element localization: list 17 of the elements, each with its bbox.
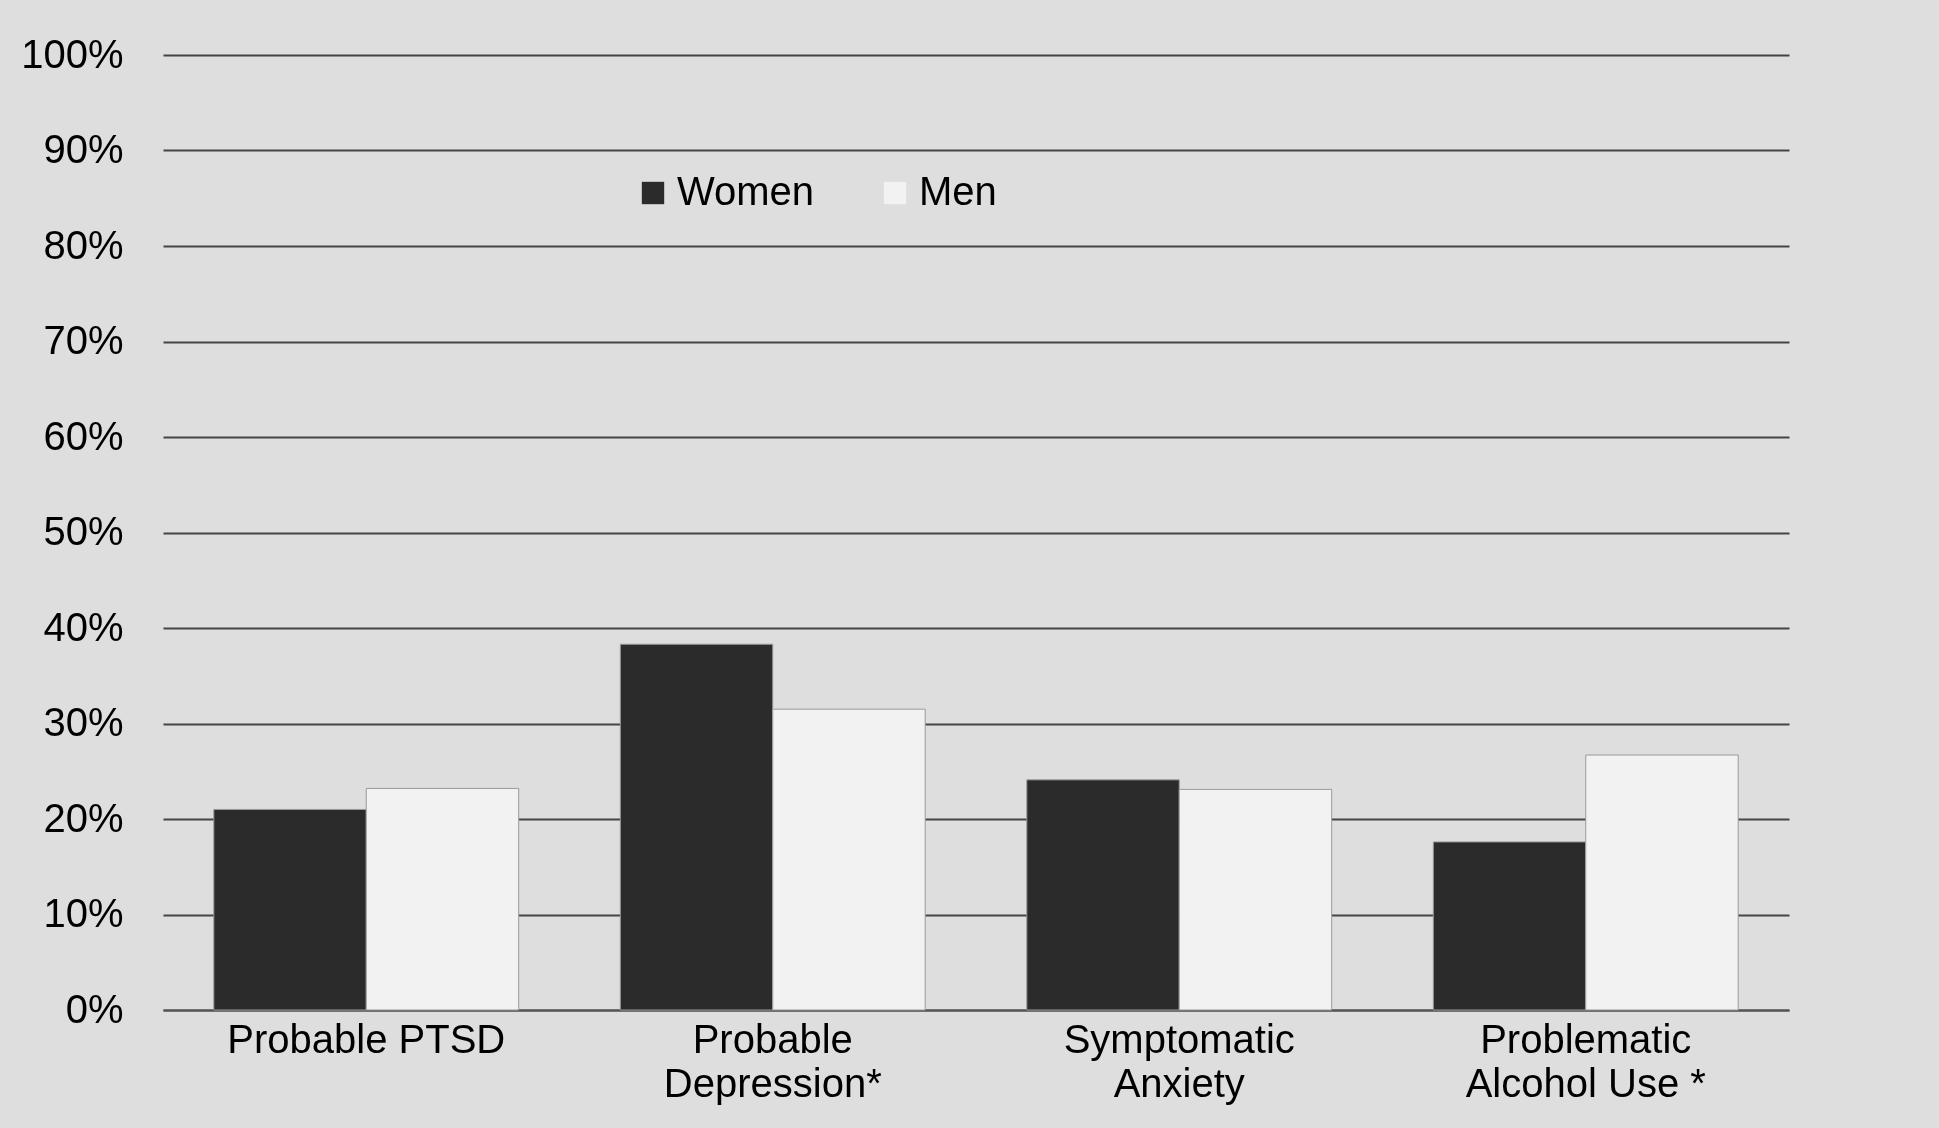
legend-label: Women — [677, 169, 815, 213]
y-tick-label: 50% — [43, 509, 124, 553]
x-tick-label: Probable Depression* — [663, 1016, 882, 1105]
y-tick-label: 70% — [43, 318, 124, 362]
y-tick-label: 10% — [43, 891, 124, 935]
x-tick-label: Problematic Alcohol Use * — [1465, 1016, 1706, 1105]
y-tick-label: 30% — [43, 700, 124, 744]
y-tick-label: 80% — [43, 222, 124, 267]
x-tick-label: Probable PTSD — [227, 1016, 506, 1061]
y-tick-label: 90% — [43, 127, 124, 171]
y-tick-label: 100% — [21, 31, 124, 76]
y-tick-label: 0% — [65, 986, 124, 1031]
x-tick-label: Symptomatic Anxiety — [1063, 1016, 1295, 1105]
y-tick-label: 20% — [43, 795, 124, 840]
legend-label: Men — [919, 169, 997, 213]
y-tick-label: 40% — [43, 604, 124, 649]
y-tick-label: 60% — [43, 413, 124, 458]
